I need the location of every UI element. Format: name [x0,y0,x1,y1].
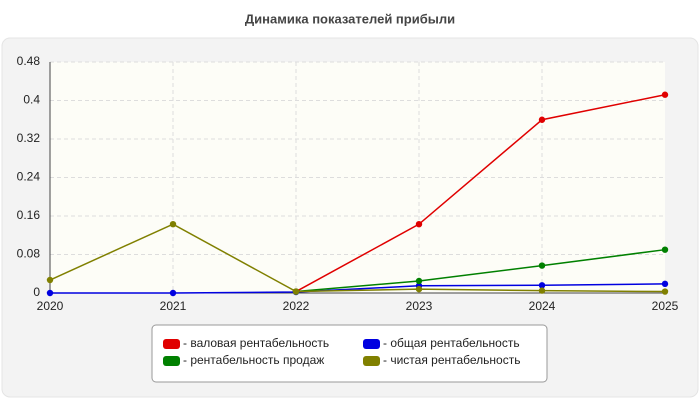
legend-swatch [163,339,180,349]
legend-label: - рентабельность продаж [183,353,324,367]
chart-title: Динамика показателей прибыли [245,11,455,26]
x-tick-label: 2025 [652,299,679,313]
y-tick-label: 0.32 [17,131,41,145]
point [46,289,54,297]
point [538,282,546,289]
legend-label: - валовая рентабельность [183,336,329,350]
y-tick-label: 0.16 [17,208,41,222]
series-line [49,223,666,293]
point [415,277,423,285]
legend-label: - чистая рентабельность [383,353,520,367]
x-tick-label: 2022 [283,299,310,313]
point [538,262,546,269]
point [169,289,177,297]
point [661,280,669,288]
point [46,276,54,284]
point [169,220,177,228]
x-tick-label: 2021 [160,299,187,313]
point [661,91,669,98]
series-line [295,248,666,293]
point [661,288,669,295]
point [415,285,423,293]
point [415,220,423,228]
legend-swatch [163,356,180,366]
legend [151,324,548,383]
legend-swatch [363,356,380,366]
y-tick-label: 0.24 [17,170,41,184]
x-tick-label: 2020 [37,299,64,313]
point [538,116,546,123]
legend-label: - общая рентабельность [383,336,520,350]
point [538,287,546,294]
point [292,288,300,295]
y-tick-label: 0 [33,285,40,299]
y-tick-label: 0.48 [17,54,41,68]
y-tick-label: 0.4 [23,93,40,107]
series-line [295,93,666,293]
point [661,246,669,253]
legend-swatch [363,339,380,349]
x-tick-label: 2024 [529,299,556,313]
series-line [50,283,666,294]
x-tick-label: 2023 [406,299,433,313]
y-tick-label: 0.08 [17,247,41,261]
